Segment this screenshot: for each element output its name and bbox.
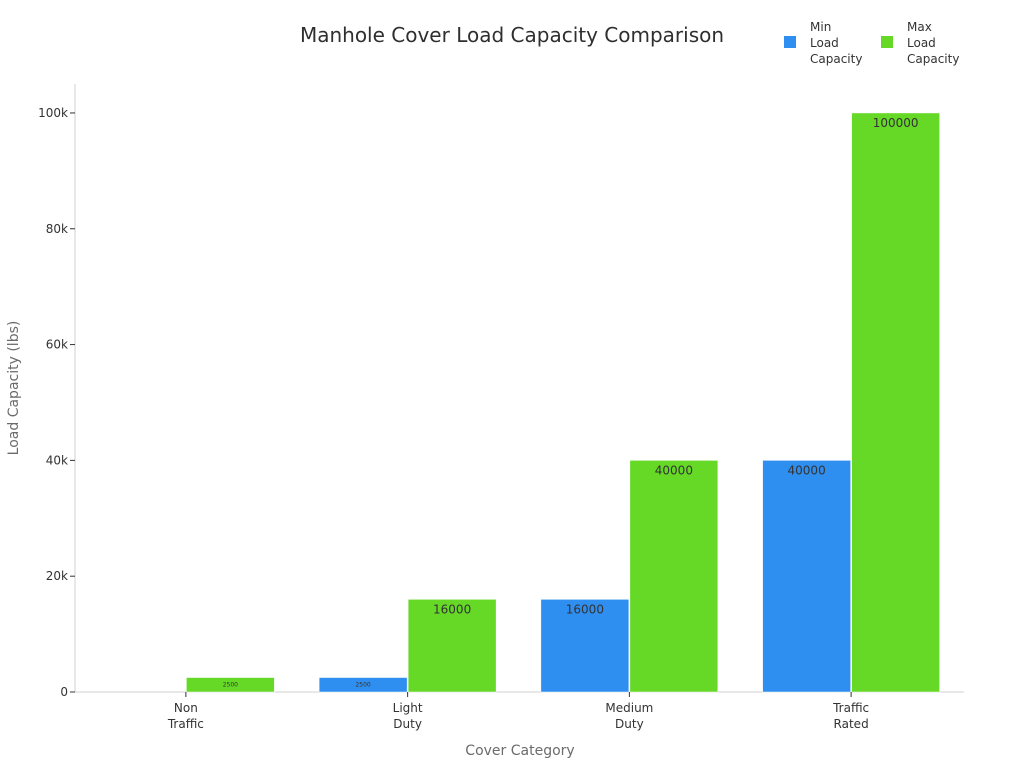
y-tick-label: 20k [46,569,68,583]
y-tick-label: 60k [46,338,68,352]
bar-max-load-capacity [629,460,719,693]
legend-swatch [881,36,893,48]
chart-title: Manhole Cover Load Capacity Comparison [300,23,724,47]
bar-value-label: 16000 [566,602,604,616]
bar-value-label: 40000 [788,463,826,477]
y-tick-label: 80k [46,222,68,236]
bar-max-load-capacity [851,112,940,693]
y-tick-label: 40k [46,453,68,467]
bar-min-load-capacity [540,599,630,693]
bar-max-load-capacity [186,677,275,693]
bar-max-load-capacity [407,599,497,693]
bar-value-label: 16000 [433,602,471,616]
x-axis-ticks: Non Traffic Light Duty Medium Duty Traffic Rate… [167,692,869,731]
y-axis-ticks: 0 20k 40k 60k 80k 100k [38,106,75,699]
bar-value-label: 40000 [655,463,693,477]
legend: Min Load Capacity Max Load Capacity [784,20,959,66]
legend-label: Max Load Capacity [907,20,959,66]
legend-label: Min Load Capacity [810,20,862,66]
bar-min-load-capacity [762,460,851,693]
bar-value-label: 2500 [355,682,370,689]
bars [186,112,940,693]
x-tick-label: Light Duty [393,701,423,731]
bar-value-label: 2500 [223,682,238,689]
y-axis-title: Load Capacity (lbs) [6,321,22,456]
x-axis-title: Cover Category [465,743,574,759]
bar-labels: 2500 2500 16000 16000 40000 40000 100000 [223,116,919,689]
plot-area: 0 20k 40k 60k 80k 100k 2500 2500 16000 16000 4000… [38,84,964,731]
y-tick-label: 0 [60,685,68,699]
x-tick-label: Non Traffic [167,701,204,731]
bar-min-load-capacity [318,677,408,693]
legend-swatch [784,36,796,48]
y-tick-label: 100k [38,106,68,120]
bar-value-label: 100000 [873,116,919,130]
x-tick-label: Traffic Rated [832,701,869,731]
x-tick-label: Medium Duty [605,701,653,731]
